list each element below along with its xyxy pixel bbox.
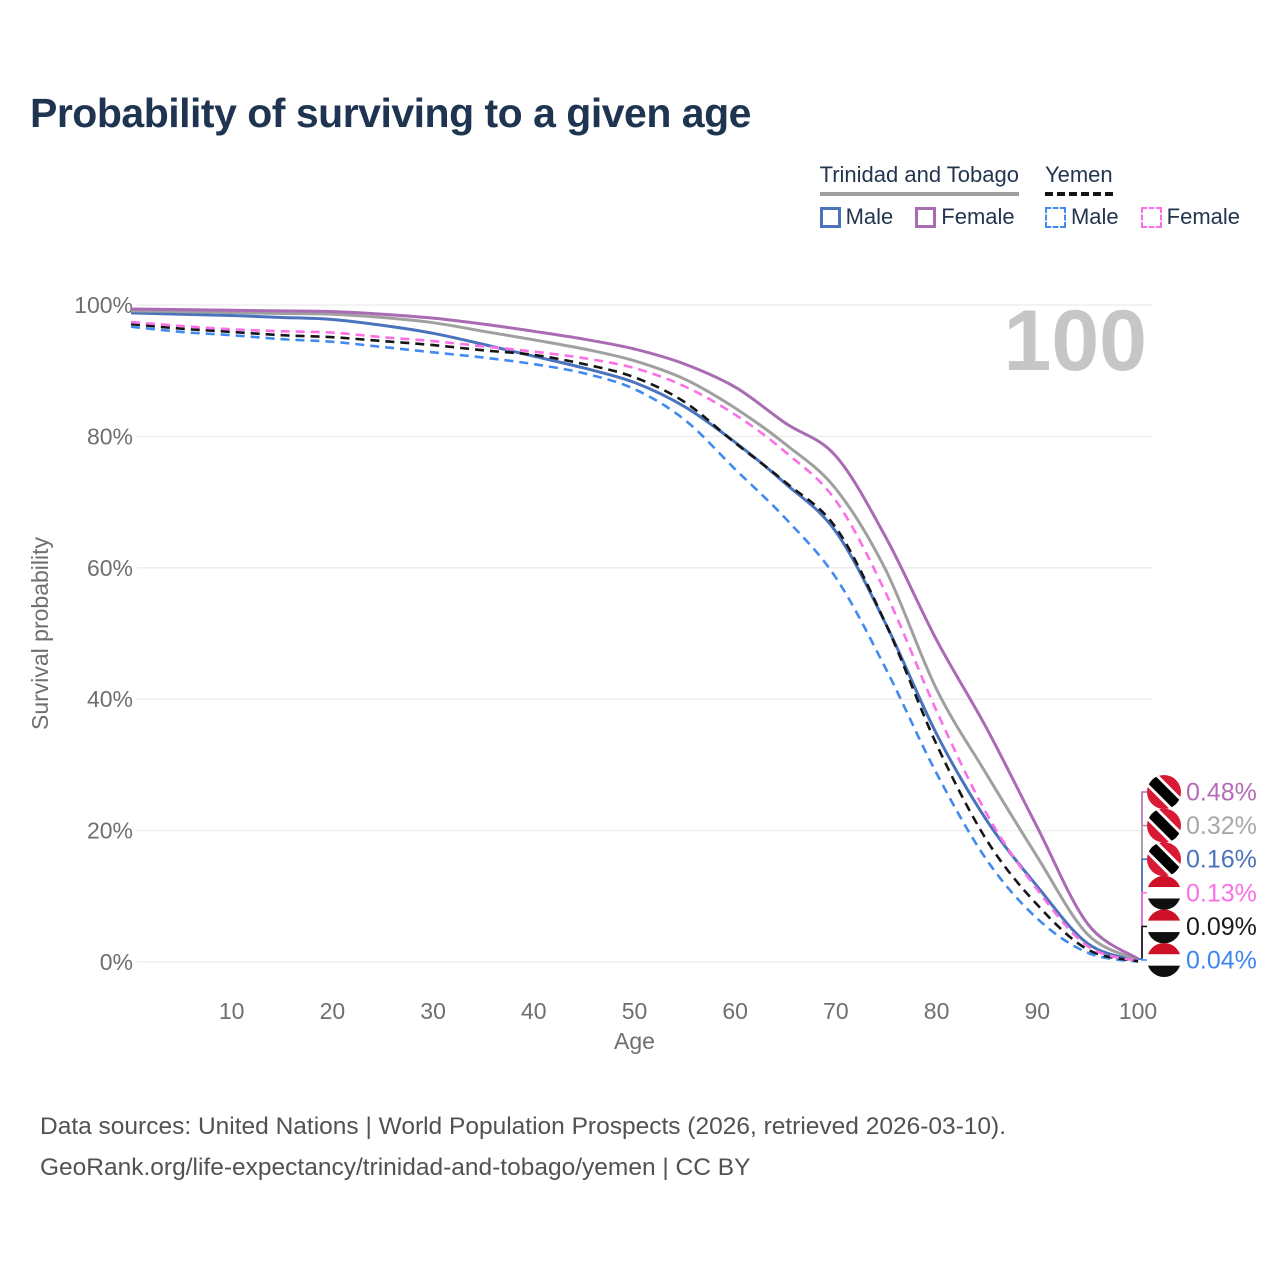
- yemen-flag-icon: [1147, 875, 1181, 910]
- flag-red-band: [1147, 909, 1181, 921]
- series-line-yemen: [130, 322, 1139, 963]
- x-tick-label: 40: [521, 998, 547, 1024]
- yemen-flag-icon: [1147, 943, 1181, 977]
- series-line-trinidad-and-tobago-male: [130, 311, 1139, 963]
- flag-red-band: [1147, 875, 1181, 888]
- y-tick-label: 100%: [74, 292, 133, 318]
- end-label-value: 0.13%: [1186, 879, 1257, 907]
- line-swatch-icon: [1044, 206, 1066, 228]
- x-tick-label: 100: [1119, 998, 1157, 1024]
- line-swatch-icon: [1140, 206, 1162, 228]
- legend-item-label: Female: [941, 204, 1015, 229]
- trinidad-and-tobago-flag-icon: [1147, 808, 1181, 843]
- legend-item-label: Male: [1070, 204, 1119, 229]
- legend-group-trinidad-and-tobago: Trinidad and Tobago Male Female: [819, 162, 1019, 230]
- legend: Trinidad and Tobago Male Female Yemen Ma…: [819, 162, 1240, 230]
- y-tick-label: 60%: [87, 555, 133, 581]
- flag-white-band: [1147, 954, 1181, 966]
- x-tick-label: 70: [823, 998, 849, 1024]
- end-label-connector: [1138, 925, 1147, 960]
- x-tick-label: 30: [420, 998, 446, 1024]
- end-label-connector: [1138, 958, 1147, 961]
- age-annotation: 100: [1004, 293, 1148, 389]
- footer-data-sources: Data sources: United Nations | World Pop…: [40, 1113, 1007, 1140]
- legend-group-title-trinidad-and-tobago[interactable]: Trinidad and Tobago: [819, 162, 1019, 196]
- x-tick-label: 10: [219, 998, 245, 1024]
- flag-black-band: [1147, 775, 1181, 809]
- y-tick-label: 0%: [100, 949, 133, 975]
- legend-group-title-yemen[interactable]: Yemen: [1044, 162, 1113, 196]
- legend-item-yemen-male[interactable]: Male: [1044, 204, 1119, 230]
- flag-black-band: [1147, 808, 1181, 843]
- x-tick-label: 80: [924, 998, 950, 1024]
- flag-white-band: [1147, 887, 1181, 899]
- y-axis-title: Survival probability: [27, 536, 53, 730]
- end-label-value: 0.16%: [1186, 846, 1257, 874]
- x-tick-label: 90: [1025, 998, 1051, 1024]
- flag-black-band: [1147, 932, 1181, 944]
- y-tick-label: 80%: [87, 423, 133, 449]
- legend-group-yemen: Yemen Male Female: [1044, 162, 1240, 230]
- x-tick-label: 60: [722, 998, 748, 1024]
- legend-item-tt-male[interactable]: Male: [819, 204, 894, 230]
- yemen-flag-icon: [1147, 909, 1181, 944]
- page-title: Probability of surviving to a given age: [30, 90, 751, 136]
- x-axis-title: Age: [614, 1028, 655, 1054]
- trinidad-and-tobago-flag-icon: [1147, 775, 1181, 809]
- legend-item-label: Female: [1166, 204, 1240, 229]
- legend-item-tt-female[interactable]: Female: [915, 204, 1015, 230]
- end-label-value: 0.04%: [1186, 947, 1257, 975]
- series-line-yemen-female: [130, 320, 1139, 963]
- series-line-yemen-male: [130, 325, 1139, 963]
- end-label-value: 0.48%: [1186, 779, 1257, 807]
- flag-white-band: [1147, 920, 1181, 933]
- trinidad-and-tobago-flag-icon: [1147, 842, 1181, 877]
- footer: Data sources: United Nations | World Pop…: [40, 1106, 1006, 1188]
- x-tick-label: 20: [320, 998, 346, 1024]
- y-tick-label: 40%: [87, 686, 133, 712]
- line-swatch-icon: [915, 206, 937, 228]
- footer-attribution: GeoRank.org/life-expectancy/trinidad-and…: [40, 1154, 751, 1181]
- end-label-value: 0.32%: [1186, 812, 1257, 840]
- flag-black-band: [1147, 842, 1181, 877]
- flag-red-band: [1147, 943, 1181, 955]
- end-label-value: 0.09%: [1186, 913, 1257, 941]
- line-swatch-icon: [819, 206, 841, 228]
- flag-black-band: [1147, 898, 1181, 910]
- series-line-trinidad-and-tobago: [130, 309, 1139, 962]
- legend-item-yemen-female[interactable]: Female: [1140, 204, 1240, 230]
- series-line-trinidad-and-tobago-female: [130, 307, 1139, 961]
- legend-item-label: Male: [845, 204, 894, 229]
- x-tick-label: 50: [622, 998, 648, 1024]
- y-tick-label: 20%: [87, 818, 133, 844]
- flag-black-band: [1147, 965, 1181, 977]
